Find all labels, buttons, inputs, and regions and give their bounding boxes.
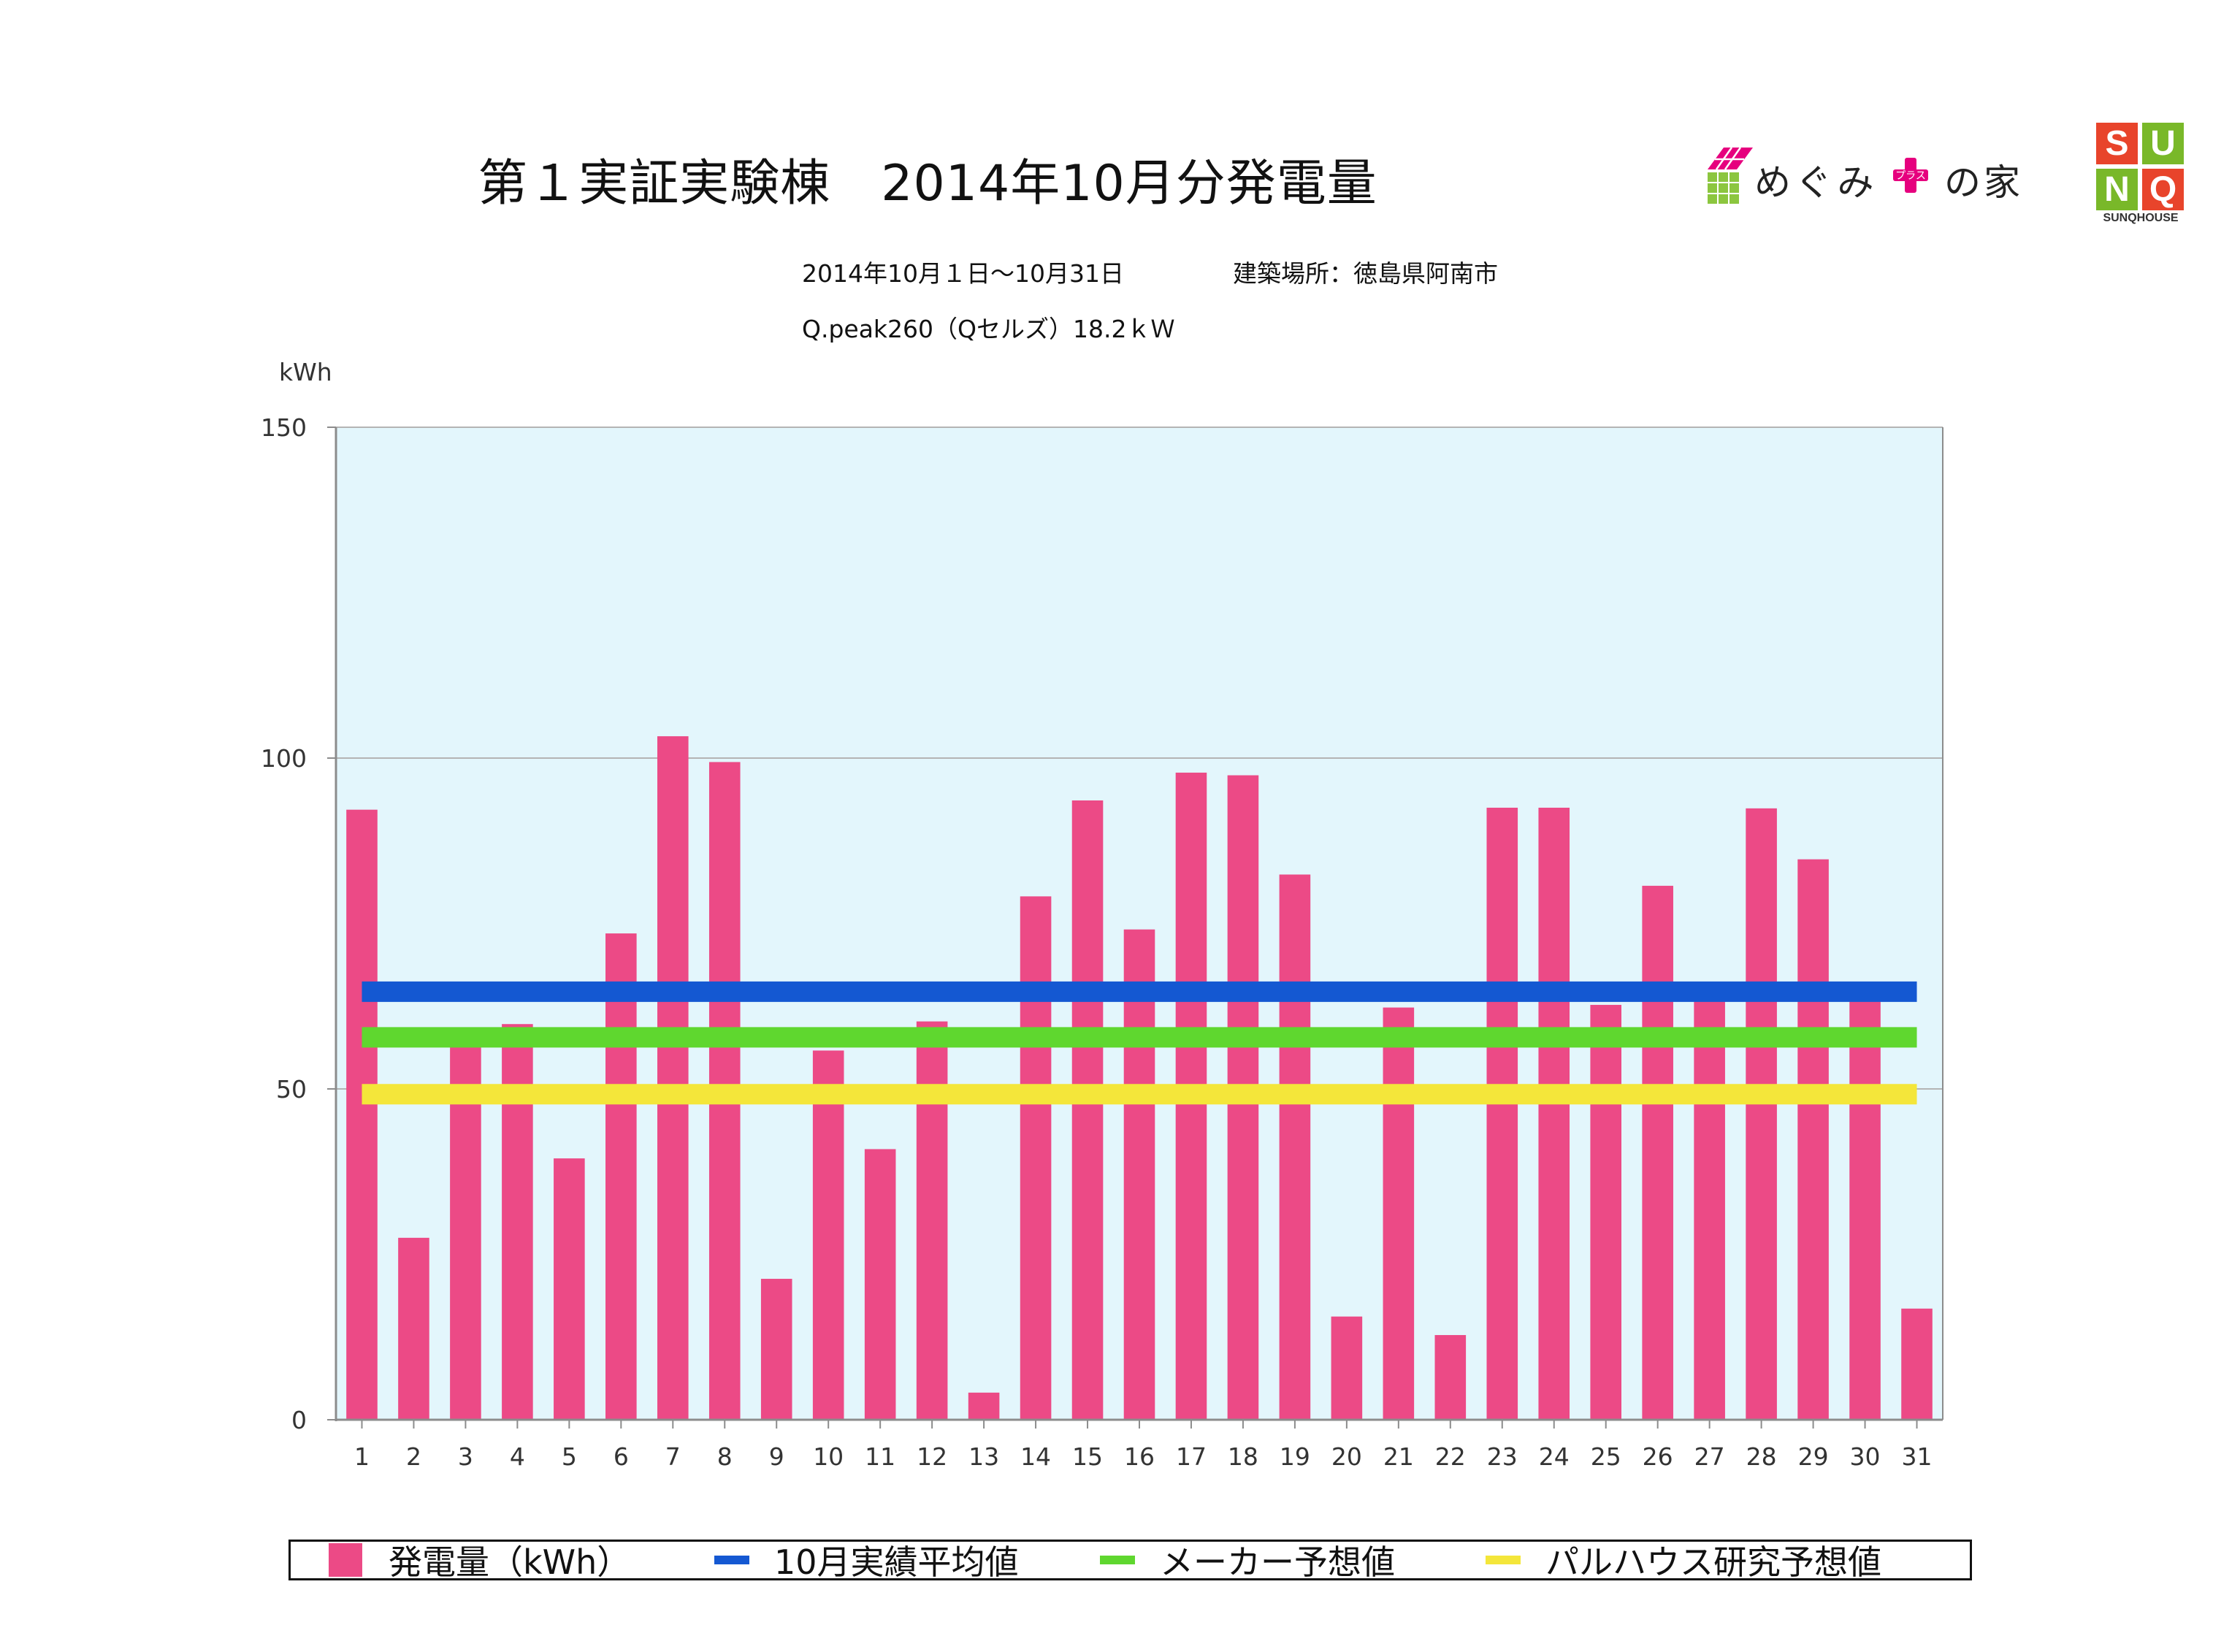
location-label: 建築場所：徳島県阿南市 <box>1233 259 1498 288</box>
legend-label-generation: 発電量（kWh） <box>389 1542 631 1582</box>
x-tick-label: 4 <box>510 1442 525 1471</box>
bar-day-10 <box>812 1050 844 1420</box>
plus-icon: プラス <box>1893 158 1928 193</box>
sunq-letter-q: Q <box>2142 169 2184 210</box>
plus-label: プラス <box>1895 170 1926 182</box>
x-tick-label: 9 <box>769 1442 784 1471</box>
legend-label-actual-average: 10月実績平均値 <box>774 1542 1019 1582</box>
bar-day-26 <box>1642 885 1673 1420</box>
x-tick-label: 6 <box>614 1442 629 1471</box>
bar-day-7 <box>657 736 689 1420</box>
y-axis-unit: kWh <box>279 358 332 386</box>
bar-day-9 <box>760 1279 792 1420</box>
house-grid-icon <box>1708 147 1753 204</box>
sunq-letter-u: U <box>2142 123 2184 164</box>
bar-day-31 <box>1901 1308 1933 1420</box>
bar-day-23 <box>1486 807 1518 1420</box>
x-tick-label: 21 <box>1383 1442 1414 1471</box>
legend-label-palhouse-forecast: パルハウス研究予想値 <box>1545 1542 1881 1582</box>
bar-day-11 <box>864 1149 896 1420</box>
y-tick-label: 150 <box>261 413 307 442</box>
bar-day-14 <box>1020 896 1052 1420</box>
x-tick-label: 31 <box>1902 1442 1933 1471</box>
x-tick-label: 22 <box>1435 1442 1466 1471</box>
bar-day-21 <box>1383 1007 1415 1420</box>
x-tick-label: 20 <box>1331 1442 1362 1471</box>
bar-day-4 <box>502 1024 533 1420</box>
x-tick-label: 8 <box>717 1442 733 1471</box>
bar-day-24 <box>1538 807 1570 1420</box>
x-tick-label: 14 <box>1020 1442 1051 1471</box>
sunq-caption: SUNQHOUSE <box>2103 212 2179 224</box>
x-tick-label: 1 <box>354 1442 370 1471</box>
legend-swatch-maker-forecast <box>1100 1556 1135 1564</box>
bar-day-22 <box>1434 1335 1467 1420</box>
x-tick-label: 18 <box>1228 1442 1258 1471</box>
logo-text-ie: の家 <box>1944 161 2023 204</box>
sunq-house-logo: S U N Q SUNQHOUSE <box>2096 123 2185 240</box>
legend-item-generation: 発電量（kWh） <box>329 1542 630 1582</box>
legend-item-maker-forecast: メーカー予想値 <box>1100 1542 1395 1582</box>
x-tick-label: 15 <box>1072 1442 1103 1471</box>
legend-swatch-actual-average <box>714 1556 749 1564</box>
x-tick-label: 28 <box>1746 1442 1777 1471</box>
legend-item-palhouse-forecast: パルハウス研究予想値 <box>1486 1542 1881 1582</box>
bar-day-5 <box>554 1158 585 1420</box>
bar-day-12 <box>916 1021 948 1420</box>
x-tick-label: 23 <box>1487 1442 1518 1471</box>
y-tick-label: 50 <box>276 1075 307 1104</box>
bar-day-13 <box>968 1392 1000 1420</box>
bar-day-30 <box>1849 996 1881 1420</box>
x-tick-label: 12 <box>917 1442 947 1471</box>
x-tick-label: 13 <box>968 1442 999 1471</box>
bar-day-20 <box>1331 1316 1363 1420</box>
legend-swatch-palhouse-forecast <box>1486 1556 1521 1564</box>
x-tick-label: 27 <box>1694 1442 1725 1471</box>
x-tick-label: 16 <box>1124 1442 1155 1471</box>
x-tick-label: 25 <box>1591 1442 1621 1471</box>
chart-title: 第１実証実験棟 2014年10月分発電量 <box>478 155 1377 213</box>
x-tick-label: 2 <box>406 1442 421 1471</box>
y-tick-label: 100 <box>261 744 307 773</box>
bar-day-2 <box>398 1237 429 1420</box>
x-tick-label: 26 <box>1643 1442 1673 1471</box>
x-tick-label: 19 <box>1280 1442 1310 1471</box>
bar-day-16 <box>1123 929 1155 1420</box>
legend-item-actual-average: 10月実績平均値 <box>714 1542 1019 1582</box>
chart-legend: 発電量（kWh） 10月実績平均値 メーカー予想値 パルハウス研究予想値 <box>288 1540 1972 1582</box>
panel-label: Q.peak260（Qセルズ）18.2ｋＷ <box>802 315 1175 343</box>
x-tick-label: 29 <box>1798 1442 1829 1471</box>
bar-day-15 <box>1071 800 1104 1420</box>
bar-day-28 <box>1746 808 1777 1420</box>
x-tick-label: 10 <box>813 1442 844 1471</box>
sunq-letter-s: S <box>2096 123 2138 164</box>
legend-swatch-generation <box>329 1543 362 1577</box>
bar-day-1 <box>346 809 378 1420</box>
x-tick-label: 30 <box>1850 1442 1881 1471</box>
x-tick-label: 24 <box>1539 1442 1570 1471</box>
bar-day-6 <box>605 933 637 1420</box>
x-tick-label: 11 <box>865 1442 895 1471</box>
x-tick-label: 7 <box>665 1442 681 1471</box>
megumi-plus-logo: めぐみ プラス の家 <box>1702 137 2038 210</box>
x-tick-label: 3 <box>458 1442 473 1471</box>
bar-day-19 <box>1279 874 1311 1420</box>
period-label: 2014年10月１日〜10月31日 <box>802 259 1124 288</box>
y-tick-label: 0 <box>291 1406 307 1434</box>
legend-label-maker-forecast: メーカー予想値 <box>1160 1542 1395 1582</box>
x-tick-label: 17 <box>1176 1442 1207 1471</box>
sunq-letter-n: N <box>2096 169 2138 210</box>
bar-day-27 <box>1694 996 1725 1420</box>
x-tick-label: 5 <box>562 1442 577 1471</box>
logo-text-megumi: めぐみ <box>1754 161 1878 204</box>
bar-day-25 <box>1590 1004 1621 1420</box>
bar-day-29 <box>1797 859 1829 1420</box>
